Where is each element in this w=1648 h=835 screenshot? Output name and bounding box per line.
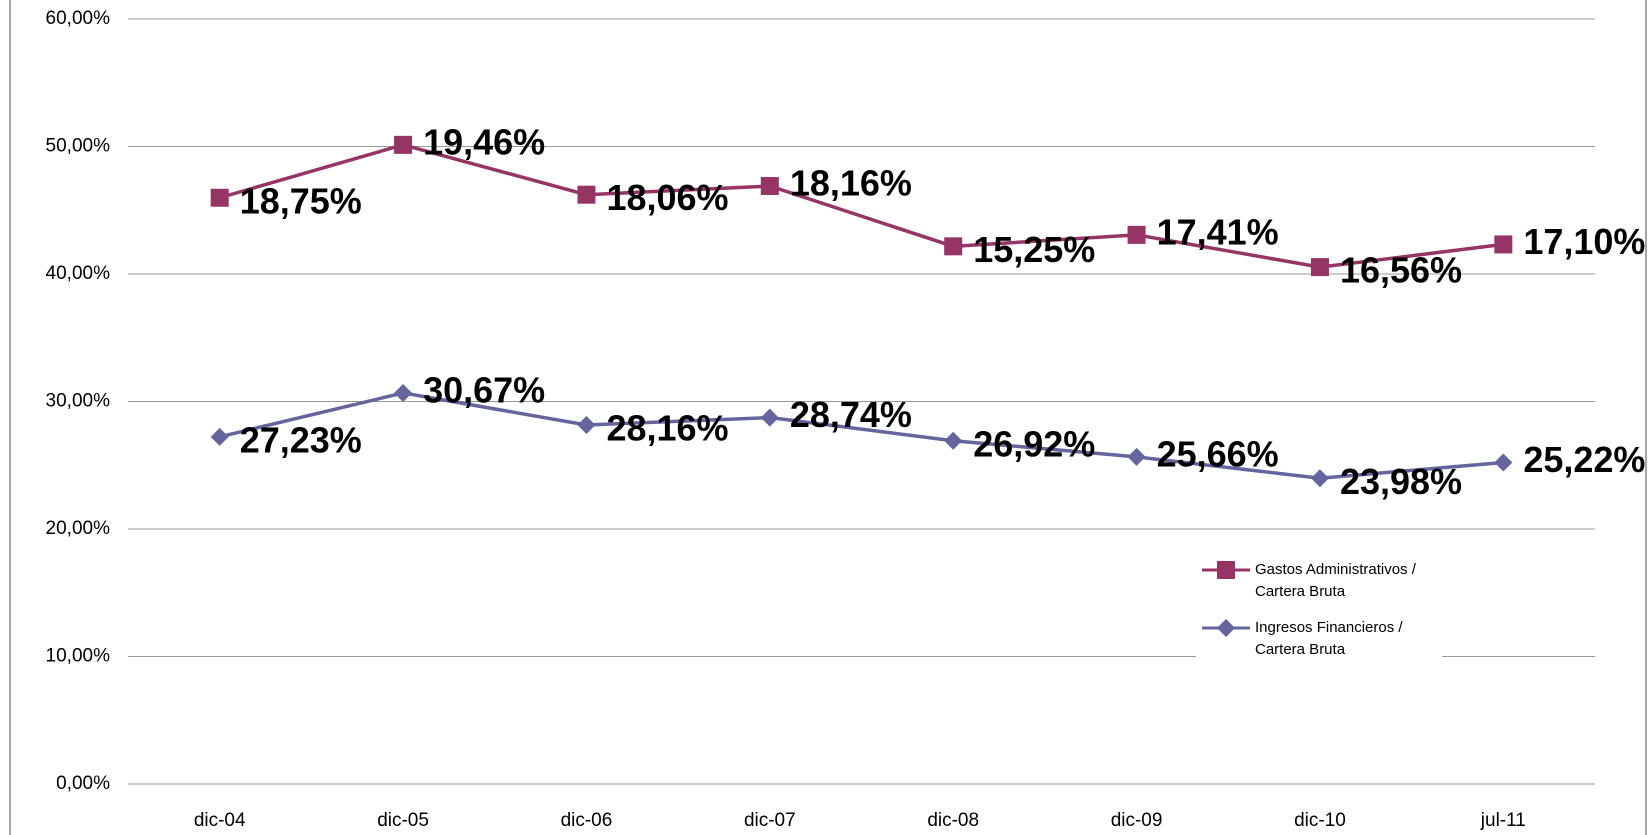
data-label: 15,25%: [973, 229, 1095, 270]
x-tick-label: dic-04: [194, 810, 246, 831]
data-label: 28,16%: [606, 407, 728, 448]
x-tick-label: jul-11: [1480, 810, 1526, 831]
marker: [1217, 561, 1235, 579]
y-tick-label: 50,00%: [46, 136, 111, 157]
legend-label-line: Ingresos Financieros /: [1255, 619, 1403, 636]
y-tick-label: 10,00%: [46, 646, 111, 667]
marker: [1310, 469, 1329, 488]
marker: [760, 408, 779, 427]
data-label: 18,16%: [790, 163, 912, 204]
chart-frame: [9, 0, 1647, 835]
marker: [577, 415, 596, 434]
data-label: 16,56%: [1340, 250, 1462, 291]
marker: [1127, 447, 1146, 466]
series-line: [219, 391, 1504, 481]
y-tick-label: 20,00%: [46, 518, 111, 539]
marker: [394, 383, 413, 402]
data-label: 27,23%: [240, 419, 362, 460]
data-label: 23,98%: [1340, 461, 1462, 502]
data-label: 17,41%: [1157, 211, 1279, 252]
data-label: 25,22%: [1523, 439, 1645, 480]
marker: [944, 237, 963, 256]
series-line: [219, 143, 1504, 269]
data-label: 26,92%: [973, 423, 1095, 464]
data-label: 18,06%: [606, 177, 728, 218]
y-tick-label: 30,00%: [46, 391, 111, 412]
x-tick-label: dic-08: [927, 810, 979, 831]
legend-label-line: Cartera Bruta: [1255, 641, 1346, 658]
data-label: 30,67%: [423, 369, 545, 410]
x-tick-label: dic-07: [744, 810, 796, 831]
legend-label-line: Cartera Bruta: [1255, 583, 1346, 600]
marker: [210, 188, 229, 207]
marker: [944, 431, 963, 450]
data-label: 25,66%: [1157, 433, 1279, 474]
y-tick-label: 40,00%: [46, 263, 111, 284]
legend-box: [1196, 548, 1442, 666]
y-tick-label: 0,00%: [56, 773, 110, 794]
legend-label: Ingresos Financieros / Cartera Bruta: [1255, 619, 1403, 658]
marker: [1127, 225, 1146, 244]
x-tick-label: dic-06: [561, 810, 613, 831]
marker: [1494, 235, 1513, 254]
marker: [1310, 258, 1329, 277]
data-label: 18,75%: [240, 180, 362, 221]
data-label: 28,74%: [790, 394, 912, 435]
marker: [210, 427, 229, 446]
legend: Gastos Administrativos / Cartera BrutaIng…: [1196, 548, 1442, 666]
marker: [1217, 619, 1235, 637]
x-tick-label: dic-09: [1111, 810, 1163, 831]
y-tick-label: 60,00%: [46, 8, 111, 29]
x-tick-label: dic-05: [377, 810, 429, 831]
marker: [1494, 453, 1513, 472]
marker: [760, 177, 779, 196]
marker: [577, 185, 596, 204]
legend-label: Gastos Administrativos / Cartera Bruta: [1255, 561, 1417, 600]
legend-label-line: Gastos Administrativos /: [1255, 561, 1417, 578]
data-label: 17,10%: [1523, 221, 1645, 262]
x-tick-label: dic-10: [1294, 810, 1346, 831]
data-label: 19,46%: [423, 121, 545, 162]
marker: [394, 135, 413, 154]
